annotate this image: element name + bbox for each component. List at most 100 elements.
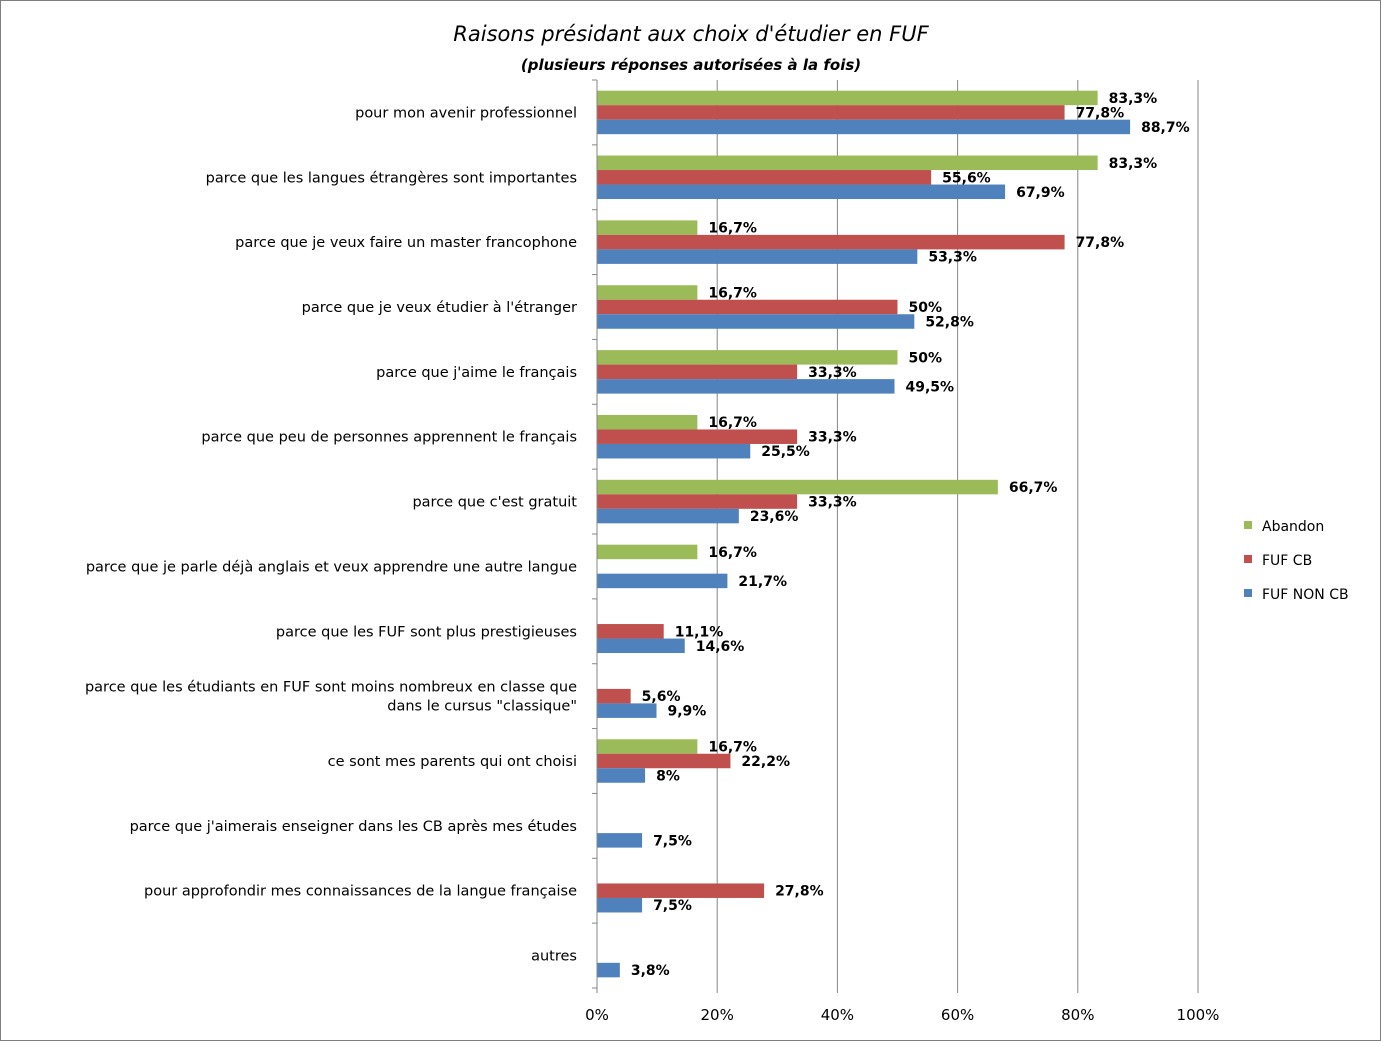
legend: Abandon FUF CB FUF NON CB: [1244, 519, 1349, 603]
data-label: 5,6%: [642, 689, 681, 705]
data-label: 88,7%: [1141, 120, 1190, 136]
data-label: 52,8%: [925, 315, 974, 331]
category-label: parce que les étudiants en FUF sont moin…: [85, 680, 577, 696]
bar-fuf-non-cb: [597, 638, 685, 654]
category-label: parce que j'aime le français: [376, 365, 577, 381]
bar-abandon: [597, 285, 698, 300]
bar-fuf-non-cb: [597, 443, 751, 459]
bar-fuf-cb: [597, 494, 798, 509]
bars: [597, 90, 1131, 978]
data-label: 83,3%: [1109, 91, 1158, 107]
bar-fuf-non-cb: [597, 314, 915, 329]
data-label: 33,3%: [808, 495, 857, 511]
x-tick-label: 60%: [941, 1006, 974, 1024]
bar-abandon: [597, 414, 698, 430]
bar-abandon: [597, 479, 998, 495]
data-label: 77,8%: [1076, 105, 1125, 121]
data-label: 22,2%: [741, 754, 790, 770]
chart-title: Raisons présidant aux choix d'étudier en…: [453, 22, 929, 46]
bar-fuf-cb: [597, 753, 731, 769]
data-label: 7,5%: [653, 898, 692, 914]
legend-swatch: [1244, 589, 1252, 597]
gridlines: [716, 80, 1199, 988]
data-label: 66,7%: [1009, 480, 1058, 496]
data-label: 25,5%: [761, 444, 810, 460]
data-label: 27,8%: [775, 884, 824, 900]
data-label: 16,7%: [708, 545, 757, 561]
chart-subtitle: (plusieurs réponses autorisées à la fois…: [521, 56, 861, 74]
bar-fuf-non-cb: [597, 184, 1006, 200]
x-tick-label: 0%: [585, 1006, 609, 1024]
x-tick-label: 40%: [821, 1006, 854, 1024]
data-label: 77,8%: [1076, 235, 1125, 251]
bar-fuf-cb: [597, 688, 631, 704]
bar-fuf-non-cb: [597, 962, 620, 978]
bar-abandon: [597, 220, 698, 235]
bar-fuf-cb: [597, 170, 932, 185]
data-label: 49,5%: [905, 379, 954, 395]
category-labels: pour mon avenir professionnel parce que l…: [85, 105, 577, 964]
category-label: parce que les langues étrangères sont im…: [206, 170, 577, 186]
x-tick-label: 80%: [1061, 1006, 1094, 1024]
bar-fuf-non-cb: [597, 508, 739, 524]
data-label: 67,9%: [1016, 185, 1065, 201]
legend-swatch: [1244, 521, 1252, 529]
bar-fuf-cb: [597, 883, 765, 898]
data-label: 83,3%: [1109, 156, 1158, 172]
bar-fuf-cb: [597, 234, 1065, 250]
bar-fuf-non-cb: [597, 897, 643, 913]
bar-fuf-non-cb: [597, 703, 657, 718]
category-label: ce sont mes parents qui ont choisi: [328, 754, 577, 770]
bar-fuf-cb: [597, 105, 1065, 120]
category-label: pour mon avenir professionnel: [355, 105, 577, 121]
data-label: 23,6%: [750, 509, 799, 525]
category-label: parce que peu de personnes apprennent le…: [201, 430, 577, 446]
bar-abandon: [597, 739, 698, 754]
data-label: 8%: [656, 769, 680, 785]
bar-fuf-cb: [597, 624, 664, 639]
data-label: 55,6%: [942, 170, 991, 186]
bar-fuf-cb: [597, 364, 798, 380]
category-label: parce que je veux faire un master franco…: [235, 235, 577, 251]
data-label: 50%: [909, 350, 943, 366]
category-label: dans le cursus "classique": [387, 699, 577, 715]
data-label: 11,1%: [675, 624, 724, 640]
category-label: parce que j'aimerais enseigner dans les …: [130, 819, 577, 835]
data-labels: 83,3%77,8%88,7%83,3%55,6%67,9%16,7%77,8%…: [631, 91, 1190, 979]
data-label: 21,7%: [738, 574, 787, 590]
category-label: parce que je parle déjà anglais et veux …: [86, 559, 577, 575]
bar-fuf-non-cb: [597, 768, 646, 783]
bar-fuf-non-cb: [597, 249, 918, 264]
data-label: 7,5%: [653, 833, 692, 849]
bar-abandon: [597, 350, 898, 365]
bar-fuf-non-cb: [597, 833, 643, 848]
axes: 0% 20% 40% 60% 80% 100%: [585, 79, 1220, 1024]
x-tick-label: 20%: [701, 1006, 734, 1024]
category-label: parce que les FUF sont plus prestigieuse…: [276, 624, 577, 640]
x-tick-label: 100%: [1177, 1006, 1220, 1024]
bar-fuf-non-cb: [597, 119, 1131, 135]
bar-fuf-cb: [597, 299, 898, 315]
legend-label: FUF CB: [1262, 553, 1312, 569]
category-label: parce que je veux étudier à l'étranger: [302, 300, 577, 316]
category-label: pour approfondir mes connaissances de la…: [144, 884, 577, 900]
data-label: 16,7%: [708, 740, 757, 756]
data-label: 33,3%: [808, 430, 857, 446]
category-label: parce que c'est gratuit: [412, 495, 577, 511]
legend-label: FUF NON CB: [1262, 587, 1349, 603]
data-label: 9,9%: [667, 704, 706, 720]
bar-abandon: [597, 544, 698, 560]
bar-fuf-non-cb: [597, 573, 728, 589]
data-label: 14,6%: [696, 639, 745, 655]
data-label: 3,8%: [631, 963, 670, 979]
bar-abandon: [597, 155, 1098, 171]
bar-fuf-non-cb: [597, 379, 895, 394]
data-label: 50%: [909, 300, 943, 316]
bar-fuf-cb: [597, 429, 798, 444]
legend-swatch: [1244, 555, 1252, 563]
data-label: 16,7%: [708, 221, 757, 237]
data-label: 53,3%: [928, 250, 977, 266]
data-label: 16,7%: [708, 415, 757, 431]
